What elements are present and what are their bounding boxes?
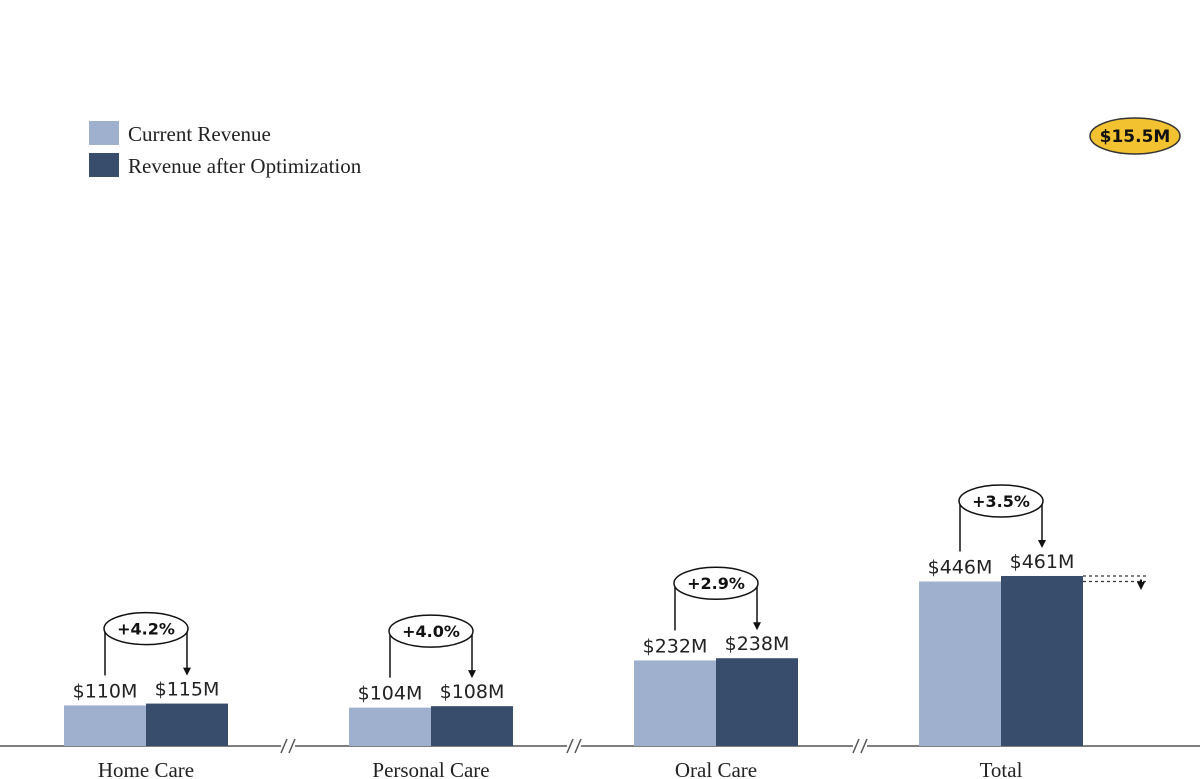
axis-break-gap-1 xyxy=(567,737,581,755)
axis-break-mark-1a xyxy=(566,738,574,754)
delta-bubble xyxy=(1089,117,1181,155)
bar-optimized-personal-care xyxy=(431,706,513,746)
bar-current-personal-care xyxy=(349,707,431,746)
change-label-home-care: +4.2% xyxy=(117,620,175,639)
bar-current-oral-care xyxy=(634,660,716,746)
change-label-personal-care: +4.0% xyxy=(402,622,460,641)
value-label-current-total: $446M xyxy=(928,557,993,579)
axis-break-mark-2a xyxy=(852,738,860,754)
legend-swatch-current xyxy=(89,121,119,145)
legend: Current Revenue Revenue after Optimizati… xyxy=(89,121,362,178)
axis-break-mark-1b xyxy=(574,738,582,754)
axis-break-mark-0b xyxy=(288,738,296,754)
change-bubble-total xyxy=(958,484,1044,518)
change-bubble-oral-care xyxy=(673,566,759,600)
change-bubble-home-care xyxy=(103,611,189,646)
axis-break-gap-0 xyxy=(281,737,295,755)
axis-break-mark-2b xyxy=(860,738,868,754)
category-label-personal-care: Personal Care xyxy=(372,758,489,779)
category-label-oral-care: Oral Care xyxy=(675,758,757,779)
bar-current-home-care xyxy=(64,705,146,746)
bar-current-total xyxy=(919,581,1001,746)
value-label-current-home-care: $110M xyxy=(73,680,138,702)
legend-label-current: Current Revenue xyxy=(128,122,271,146)
bar-optimized-oral-care xyxy=(716,658,798,746)
category-label-home-care: Home Care xyxy=(98,758,194,779)
bar-optimized-total xyxy=(1001,575,1083,746)
value-label-current-oral-care: $232M xyxy=(643,635,708,657)
axis-break-mark-0a xyxy=(280,738,288,754)
axis-break-gap-2 xyxy=(853,737,867,755)
change-bubble-personal-care xyxy=(388,614,474,648)
value-label-optimized-home-care: $115M xyxy=(155,679,220,701)
legend-label-optimized: Revenue after Optimization xyxy=(128,154,362,178)
value-label-current-personal-care: $104M xyxy=(358,683,423,705)
change-label-total: +3.5% xyxy=(972,492,1030,511)
change-label-oral-care: +2.9% xyxy=(687,574,745,593)
value-label-optimized-total: $461M xyxy=(1010,551,1075,573)
legend-swatch-optimized xyxy=(89,153,119,177)
value-label-optimized-personal-care: $108M xyxy=(440,681,505,703)
category-label-total: Total xyxy=(980,758,1023,779)
bar-optimized-home-care xyxy=(146,703,228,746)
plot-area: $110M $115M Home Care +4.2% $104M $108M Person… xyxy=(0,117,1200,779)
delta-label: $15.5M xyxy=(1100,127,1171,147)
value-label-optimized-oral-care: $238M xyxy=(725,633,790,655)
